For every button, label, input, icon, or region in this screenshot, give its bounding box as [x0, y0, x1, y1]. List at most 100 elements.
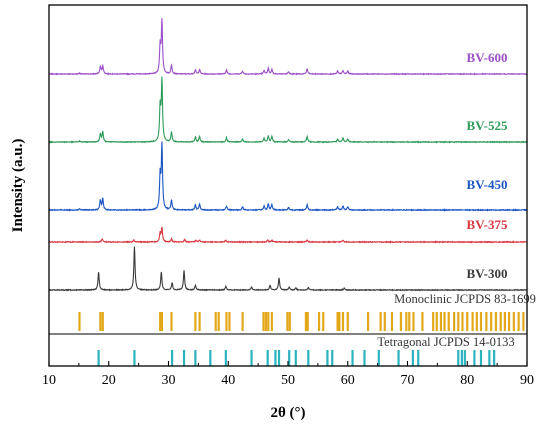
x-tick-label: 60: [341, 373, 355, 388]
reference-stick: [307, 350, 310, 366]
series-line-bv-525: [48, 76, 528, 144]
reference-stick: [250, 350, 253, 366]
x-tick-label: 50: [281, 373, 295, 388]
reference-stick: [366, 312, 370, 331]
reference-stick: [377, 350, 380, 366]
reference-stick: [479, 350, 483, 366]
reference-stick: [488, 350, 491, 366]
reference-stick: [408, 312, 411, 331]
reference-stick: [170, 350, 174, 366]
reference-stick: [288, 350, 291, 366]
reference-stick: [479, 312, 483, 331]
reference-stick: [379, 312, 382, 331]
reference-stick: [503, 312, 506, 331]
x-tick-label: 30: [162, 373, 176, 388]
reference-stick: [322, 312, 325, 331]
series-label-bv-300: BV-300: [467, 266, 508, 281]
y-axis-title: Intensity (a.u.): [10, 139, 26, 233]
x-tick-label: 80: [460, 373, 474, 388]
reference-stick: [264, 312, 267, 331]
reference-stick: [341, 312, 345, 331]
reference-stick: [277, 350, 281, 366]
reference-stick: [304, 312, 308, 331]
reference-stick: [383, 312, 386, 331]
reference-stick: [346, 312, 349, 331]
reference-stick: [490, 312, 493, 331]
reference-stick: [97, 350, 100, 366]
reference-stick: [331, 350, 334, 366]
reference-stick: [78, 312, 81, 331]
reference-stick: [326, 350, 329, 366]
reference-stick: [432, 312, 435, 331]
reference-stick: [522, 312, 525, 331]
reference-stick: [217, 312, 220, 331]
reference-stick: [267, 312, 270, 331]
reference-stick: [262, 312, 265, 331]
reference-stick: [463, 350, 466, 366]
reference-stick: [493, 350, 496, 366]
reference-stick: [241, 312, 244, 331]
reference-stick: [338, 312, 341, 331]
reference-stick: [494, 312, 498, 331]
reference-stick: [439, 312, 443, 331]
series-labels: BV-600 BV-525 BV-450 BV-375 BV-300: [467, 50, 508, 281]
series-line-bv-300: [48, 246, 528, 292]
reference-stick: [421, 312, 424, 331]
reference-stick: [294, 350, 297, 366]
series-label-bv-600: BV-600: [467, 50, 508, 65]
reference-stick: [461, 312, 464, 331]
reference-stick: [194, 350, 197, 366]
x-tick-label: 90: [520, 373, 534, 388]
reference-stick: [412, 312, 415, 331]
reference-stick: [99, 312, 102, 331]
reference-stick: [288, 312, 291, 331]
reference-stick: [270, 312, 273, 331]
reference-stick: [160, 312, 164, 331]
reference-stick: [266, 350, 269, 366]
reference-stick: [466, 312, 469, 331]
series-label-bv-375: BV-375: [467, 217, 508, 232]
reference-stick: [411, 350, 414, 366]
reference-stick: [182, 350, 186, 366]
xrd-traces: [48, 18, 528, 292]
reference-stick: [417, 350, 420, 366]
reference-stick: [351, 350, 354, 366]
reference-stick: [228, 312, 231, 331]
x-tick-label: 40: [221, 373, 235, 388]
series-line-bv-375: [48, 226, 528, 244]
x-tick-label: 10: [42, 373, 56, 388]
reference-stick: [457, 312, 460, 331]
reference-stick: [397, 350, 400, 366]
reference-stick: [473, 350, 476, 366]
reference-stick: [390, 312, 394, 331]
reference-stick: [499, 312, 502, 331]
reference-stick: [274, 350, 277, 366]
reference-label-tetragonal-jcpds-14-0133: Tetragonal JCPDS 14-0133: [377, 335, 514, 349]
reference-stick: [170, 312, 173, 331]
reference-stick: [306, 312, 309, 331]
reference-stick: [399, 312, 403, 331]
reference-stick: [286, 312, 289, 331]
reference-stick: [363, 350, 366, 366]
reference-stick: [512, 312, 515, 331]
reference-stick: [225, 312, 228, 331]
reference-stick: [101, 312, 104, 331]
reference-stick: [443, 312, 446, 331]
reference-patterns: [78, 312, 525, 366]
reference-stick: [198, 312, 201, 331]
reference-stick: [405, 312, 408, 331]
reference-stick: [194, 312, 197, 331]
reference-stick: [460, 350, 463, 366]
series-label-bv-525: BV-525: [467, 118, 508, 133]
reference-stick: [435, 312, 438, 331]
series-label-bv-450: BV-450: [467, 177, 508, 192]
reference-stick: [447, 312, 450, 331]
reference-stick: [224, 350, 227, 366]
series-line-bv-450: [48, 141, 528, 212]
x-tick-label: 70: [401, 373, 415, 388]
reference-stick: [517, 312, 520, 331]
series-line-bv-600: [48, 18, 528, 76]
reference-stick: [336, 312, 339, 331]
x-tick-label: 20: [102, 373, 116, 388]
